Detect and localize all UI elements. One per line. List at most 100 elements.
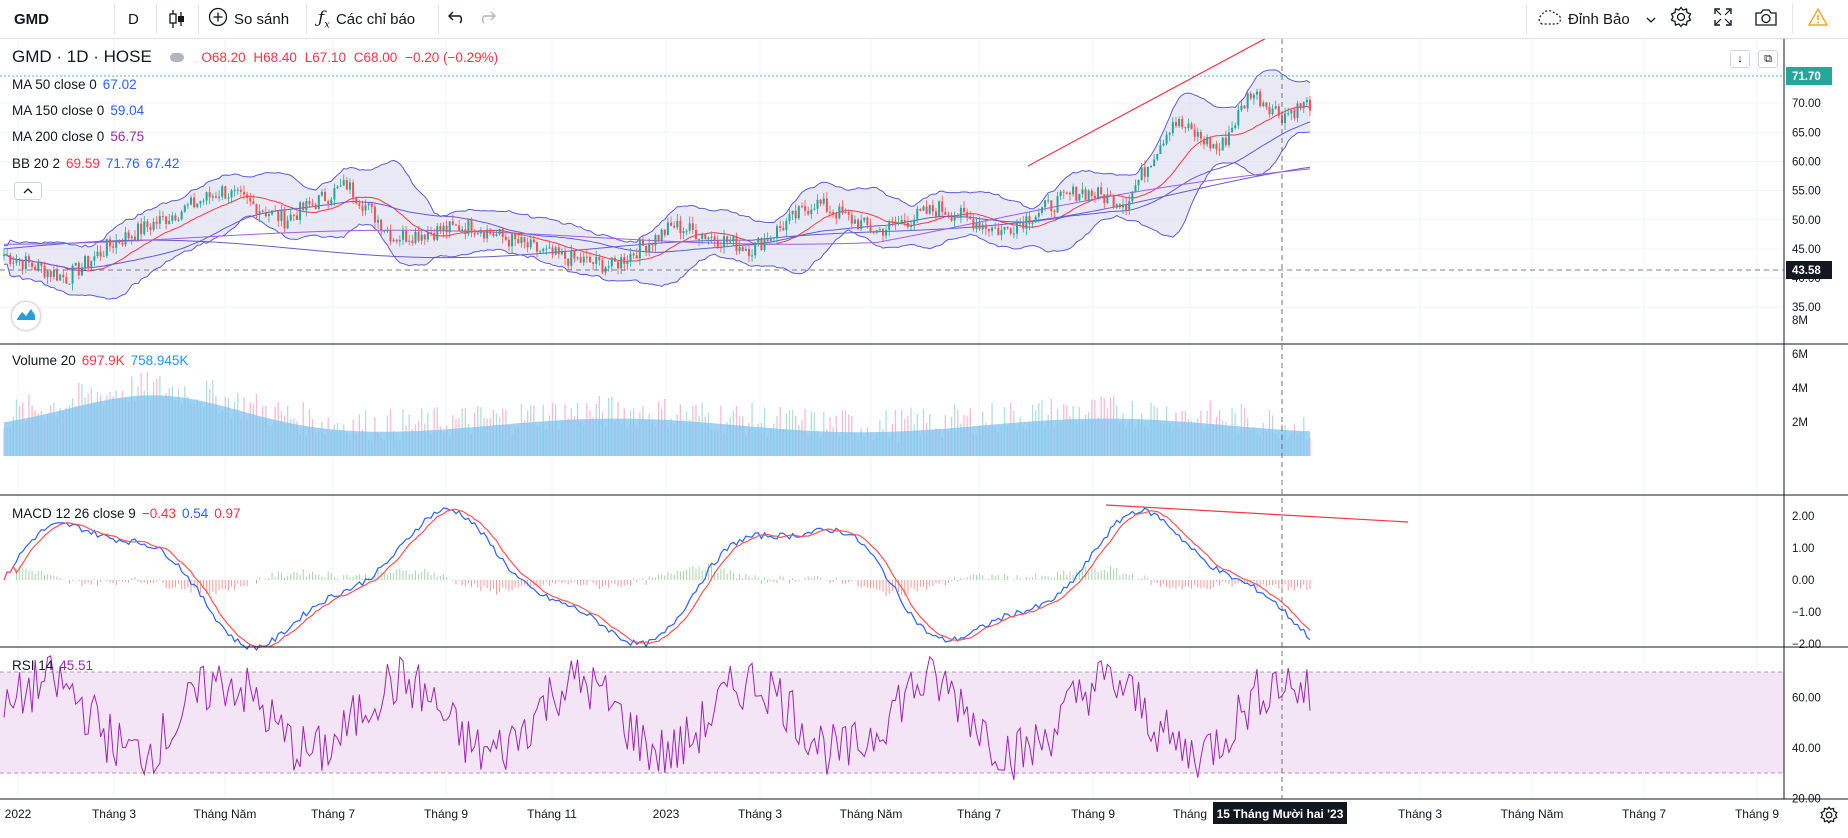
bollinger-basis-line <box>3 105 1311 272</box>
candle-body <box>832 212 835 215</box>
warning-icon <box>1807 7 1829 30</box>
candle-body <box>274 210 277 212</box>
candle-body <box>130 236 133 239</box>
collapse-legend-button[interactable] <box>14 182 42 200</box>
screenshot-button[interactable] <box>1754 0 1778 38</box>
candle-body <box>679 220 682 234</box>
price-pane[interactable] <box>3 69 1311 300</box>
candle-body <box>1025 216 1028 229</box>
candle-body <box>1062 191 1065 193</box>
candle-body <box>267 214 270 216</box>
layout-button[interactable]: Đỉnh Bảo <box>1536 0 1656 38</box>
gear-icon <box>1820 806 1838 828</box>
candle-body <box>152 221 155 230</box>
settings-button[interactable] <box>1670 0 1692 38</box>
maximize-pane-button[interactable]: ⧉ <box>1758 50 1778 68</box>
candle-body <box>320 191 323 196</box>
volume-legend[interactable]: Volume 20 697.9K 758.945K <box>12 353 194 368</box>
candle-body <box>1221 137 1224 151</box>
candle-body <box>71 265 74 284</box>
redo-button[interactable] <box>478 0 496 38</box>
symbol-title[interactable]: GMD · 1D · HOSE <box>12 47 152 66</box>
candle-body <box>37 262 40 271</box>
candle-body <box>495 234 498 236</box>
bb-legend[interactable]: BB 20 2 69.59 71.76 67.42 <box>12 156 185 171</box>
candle-body <box>685 230 688 232</box>
candle-body <box>629 253 632 262</box>
candle-body <box>445 225 448 233</box>
ma50-legend[interactable]: MA 50 close 0 67.02 <box>12 77 143 92</box>
candle-body <box>40 262 43 266</box>
candle-body <box>1246 93 1249 109</box>
candle-body <box>80 267 83 276</box>
candle-body <box>155 221 158 224</box>
candle-body <box>554 247 557 255</box>
chart-canvas[interactable]: 75.0070.0065.0060.0055.0050.0045.0040.00… <box>0 39 1848 838</box>
candle-body <box>1243 105 1246 109</box>
chart-style-button[interactable] <box>168 0 186 38</box>
candle-body <box>105 239 108 256</box>
candle-body <box>975 222 978 229</box>
tradingview-logo[interactable] <box>12 302 40 330</box>
ma150-legend[interactable]: MA 150 close 0 59.04 <box>12 103 150 118</box>
rsi-tick-label: 40.00 <box>1792 743 1821 755</box>
macd-pane[interactable] <box>3 507 1311 652</box>
candle-body <box>383 230 386 232</box>
candle-body <box>959 207 962 218</box>
indicators-button[interactable]: ƒx Các chỉ báo <box>318 0 415 38</box>
trendline-price[interactable] <box>1027 39 1272 167</box>
time-tick-label: 2022 <box>5 807 32 821</box>
candle-body <box>355 197 358 204</box>
alert-button[interactable] <box>1807 0 1829 38</box>
fullscreen-button[interactable] <box>1714 0 1732 38</box>
rsi-pane[interactable] <box>3 655 1311 780</box>
candle-body <box>791 210 794 215</box>
candle-body <box>592 262 595 264</box>
candle-body <box>1215 143 1218 150</box>
ohlc-open: O68.20 <box>201 50 246 65</box>
candle-body <box>205 192 208 201</box>
candle-body <box>610 257 613 267</box>
time-tick-label: Tháng 7 <box>1622 807 1666 821</box>
candle-body <box>1097 187 1100 199</box>
candle-body <box>342 180 345 186</box>
fullscreen-icon <box>1714 8 1732 30</box>
candle-body <box>828 212 831 214</box>
candle-body <box>819 199 822 204</box>
candle-body <box>283 210 286 229</box>
compare-button[interactable]: So sánh <box>208 0 289 38</box>
volume-pane[interactable] <box>3 371 1311 456</box>
macd-hist-value: −0.43 <box>141 506 176 521</box>
time-tick-label: Tháng 9 <box>1735 807 1779 821</box>
candle-body <box>1265 102 1268 107</box>
crosshair-date-bg <box>1213 802 1347 824</box>
macd-legend[interactable]: MACD 12 26 close 9 −0.43 0.54 0.97 <box>12 506 247 521</box>
undo-button[interactable] <box>448 0 466 38</box>
chart-settings-button[interactable] <box>1820 806 1838 829</box>
rsi-legend[interactable]: RSI 14 45.51 <box>12 658 99 673</box>
candle-body <box>302 202 305 211</box>
candle-body <box>666 222 669 236</box>
candle-body <box>564 251 567 259</box>
candle-body <box>941 201 944 212</box>
interval-button[interactable]: D <box>128 0 139 38</box>
trendline-macd[interactable] <box>1105 504 1409 523</box>
legend-eye-icon[interactable] <box>169 52 184 62</box>
rsi-tick-label: 20.00 <box>1792 793 1821 805</box>
symbol-search-button[interactable]: GMD <box>14 0 49 38</box>
candle-body <box>1227 132 1230 146</box>
candle-body <box>249 197 252 202</box>
volume-ma-value: 758.945K <box>130 353 189 368</box>
ma150-label: MA 150 close 0 <box>12 103 105 118</box>
candle-body <box>906 222 909 227</box>
candle-body <box>535 242 538 252</box>
macd-signal-value: 0.97 <box>214 506 241 521</box>
scroll-down-button[interactable]: ↓ <box>1730 50 1750 68</box>
candle-body <box>292 214 295 216</box>
candle-body <box>1240 105 1243 110</box>
crosshair-price-badge-bg <box>1786 261 1832 279</box>
candle-body <box>227 197 230 199</box>
ma200-legend[interactable]: MA 200 close 0 56.75 <box>12 129 150 144</box>
candle-body <box>1268 106 1271 115</box>
candle-body <box>102 255 105 257</box>
